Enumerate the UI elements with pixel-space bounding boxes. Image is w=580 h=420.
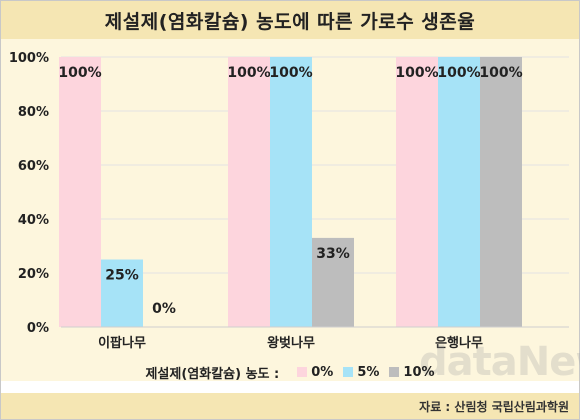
data-label: 100% xyxy=(269,65,312,81)
y-tick-label: 40% xyxy=(18,213,49,228)
legend-label-0: 0% xyxy=(311,364,334,380)
legend-label-1: 5% xyxy=(357,364,380,380)
bar xyxy=(270,57,312,327)
bar xyxy=(480,57,522,327)
bars: 100%25%0%100%100%33%100%100%100% xyxy=(58,57,523,327)
bar-chart: 0%20%40%60%80%100% 100%25%0%100%100%33%1… xyxy=(9,51,569,351)
data-label: 100% xyxy=(437,65,480,81)
data-label: 100% xyxy=(58,65,101,81)
legend-title: 제설제(염화칼슘) 농도 : xyxy=(145,366,280,382)
title-bar: 제설제(염화칼슘) 농도에 따른 가로수 생존율 xyxy=(1,1,579,39)
legend-label-2: 10% xyxy=(403,364,435,380)
x-tick-label: 왕벚나무 xyxy=(267,335,315,351)
y-tick-label: 60% xyxy=(18,159,49,174)
data-label: 0% xyxy=(152,301,176,317)
data-label: 25% xyxy=(105,268,139,284)
bar xyxy=(396,57,438,327)
x-tick-label: 은행나무 xyxy=(435,335,483,351)
chart-title: 제설제(염화칼슘) 농도에 따른 가로수 생존율 xyxy=(104,10,476,33)
y-axis: 0% 20% 40% 60% 80% 100% xyxy=(9,51,49,336)
bar xyxy=(59,57,101,327)
legend-swatch-0 xyxy=(297,367,308,377)
data-label: 100% xyxy=(395,65,438,81)
bar xyxy=(438,57,480,327)
legend: 제설제(염화칼슘) 농도 : 0% 5% 10% xyxy=(1,361,579,383)
data-label: 100% xyxy=(227,65,270,81)
legend-swatch-1 xyxy=(343,367,354,377)
source-bar: 자료 : 산림청 국립산림과학원 xyxy=(1,393,579,419)
watermark-logo: dataNews xyxy=(419,339,580,385)
data-label: 33% xyxy=(316,246,350,262)
bar xyxy=(312,237,354,327)
data-label: 100% xyxy=(479,65,522,81)
source-text: 자료 : 산림청 국립산림과학원 xyxy=(419,400,569,414)
y-tick-label: 80% xyxy=(18,105,49,120)
x-axis: 이팝나무 왕벚나무 은행나무 xyxy=(61,326,569,351)
bar xyxy=(101,259,143,327)
x-tick-label: 이팝나무 xyxy=(98,335,146,351)
bar xyxy=(228,57,270,327)
y-tick-label: 0% xyxy=(27,321,49,336)
y-tick-label: 20% xyxy=(18,267,49,282)
y-tick-label: 100% xyxy=(9,51,49,66)
legend-swatch-2 xyxy=(389,367,400,377)
